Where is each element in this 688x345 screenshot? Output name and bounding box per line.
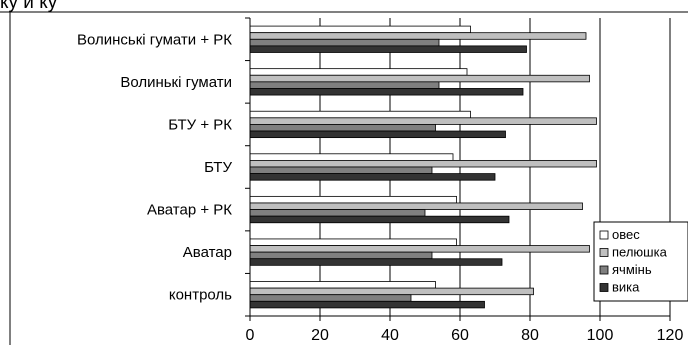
bar-овес (249, 281, 436, 289)
bar-ячмінь (249, 294, 412, 302)
bar-овес (249, 153, 454, 161)
category-label: контроль (169, 287, 232, 304)
bar-пелюшка (249, 159, 597, 168)
bar-вика (249, 173, 496, 181)
x-tick-label: 20 (311, 327, 329, 344)
bar-овес (249, 195, 457, 204)
category-label: БТУ (204, 159, 232, 176)
x-tick-label: 0 (246, 327, 255, 344)
bar-пелюшка (249, 202, 583, 210)
bars (249, 25, 597, 309)
x-tick-label: 40 (381, 327, 399, 344)
x-tick-labels: 0 20 40 60 80 100 120 (246, 327, 684, 344)
legend-box (593, 221, 688, 302)
bar-овес (249, 110, 471, 119)
bar-пелюшка (249, 74, 590, 83)
legend-swatch (599, 265, 609, 275)
bar-ячмінь (249, 209, 426, 217)
legend: овес пелюшка ячмінь вика (593, 221, 688, 302)
bar-вика (249, 88, 524, 96)
bar-ячмінь (249, 251, 433, 260)
bar-вика (249, 300, 485, 309)
category-label: Волинькі гумати (120, 74, 232, 91)
x-tick-label: 80 (521, 327, 539, 344)
legend-swatch (599, 248, 609, 257)
bar-пелюшка (249, 287, 534, 296)
bar-пелюшка (249, 245, 590, 253)
bar-вика (249, 130, 506, 139)
bar-вика (249, 45, 527, 53)
x-tick-label: 60 (451, 327, 469, 344)
legend-label: овес (612, 227, 640, 242)
category-label: Аватар (183, 244, 232, 261)
bar-вика (249, 258, 503, 266)
x-tick-label: 120 (657, 327, 684, 344)
legend-swatch (599, 230, 609, 240)
category-label: Волинські гумати + РК (77, 31, 232, 48)
bar-ячмінь (249, 38, 440, 47)
bar-ячмінь (249, 81, 440, 89)
category-label: БТУ + РК (168, 116, 232, 133)
legend-label: ячмінь (612, 262, 652, 277)
clipped-heading-fragment: ку и ку (0, 0, 58, 13)
legend-swatch (599, 283, 609, 292)
legend-label: вика (612, 280, 640, 295)
bar-овес (249, 25, 471, 34)
legend-label: пелюшка (612, 245, 668, 260)
bar-овес (249, 238, 457, 246)
axes (0, 11, 688, 345)
bar-ячмінь (249, 124, 436, 132)
bar-овес (249, 68, 468, 76)
bar-пелюшка (249, 32, 587, 40)
bar-пелюшка (249, 117, 597, 125)
bar-ячмінь (249, 166, 433, 174)
x-tick-label: 100 (587, 327, 614, 344)
category-label: Аватар + РК (147, 202, 232, 219)
bar-вика (249, 215, 510, 224)
category-labels: Волинські гумати + РК Волинькі гумати БТУ … (77, 31, 232, 303)
